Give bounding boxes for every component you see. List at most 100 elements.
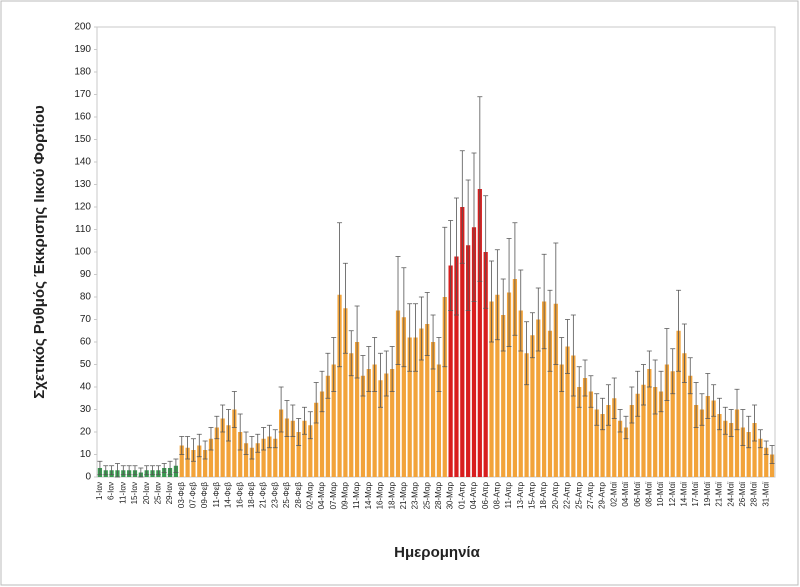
error-bar	[617, 409, 623, 433]
bar	[319, 391, 325, 477]
error-bar	[471, 152, 477, 302]
error-bar	[494, 249, 500, 341]
y-tick-label: 80	[80, 292, 92, 303]
x-tick-label: 23-Μαρ	[411, 482, 420, 510]
bar	[425, 324, 430, 477]
error-bar	[220, 404, 226, 433]
bar	[296, 432, 301, 477]
error-bar	[559, 337, 565, 392]
error-bar	[670, 348, 676, 395]
bar	[571, 355, 576, 477]
bar	[629, 405, 634, 477]
bar	[699, 409, 705, 477]
y-tick-label: 0	[85, 472, 91, 483]
bar	[734, 409, 740, 477]
error-bar	[266, 424, 272, 449]
bar	[185, 447, 190, 477]
y-tick-label: 100	[74, 247, 91, 258]
error-bar	[459, 150, 465, 264]
bar	[658, 391, 664, 477]
error-bar	[693, 382, 699, 428]
bar	[618, 420, 623, 477]
bar	[711, 400, 716, 477]
x-axis-title: Ημερομηνία	[394, 544, 480, 561]
error-bar	[208, 427, 214, 451]
x-tick-label: 22-Απρ	[563, 482, 572, 509]
x-tick-label: 23-Φεβ	[270, 482, 279, 509]
bar	[606, 405, 611, 477]
error-bar	[512, 222, 518, 336]
y-tick-label: 50	[80, 359, 92, 370]
error-bar	[763, 440, 769, 455]
y-tick-label: 160	[74, 112, 91, 123]
bar	[501, 315, 506, 477]
error-bar	[413, 303, 419, 372]
error-bar	[348, 330, 354, 377]
error-bar	[401, 267, 407, 368]
error-bar	[278, 386, 284, 433]
error-bar	[489, 260, 495, 343]
bar	[524, 353, 529, 477]
bar	[308, 425, 313, 477]
bar	[314, 402, 319, 477]
x-tick-label: 11-Φεβ	[212, 482, 221, 508]
bar	[466, 245, 471, 477]
bar	[220, 418, 225, 477]
y-tick-label: 170	[74, 89, 91, 100]
y-tick-label: 130	[74, 179, 91, 190]
x-tick-label: 06-Μαϊ	[633, 482, 642, 507]
error-bar	[430, 314, 436, 370]
x-tick-label: 28-Μαρ	[434, 482, 443, 510]
error-bar	[541, 253, 547, 350]
bar	[191, 450, 196, 477]
bar	[349, 353, 354, 477]
x-tick-label: 13-Απρ	[516, 482, 525, 509]
x-tick-label: 15-Ιαν	[130, 482, 139, 504]
y-tick-label: 150	[74, 134, 91, 145]
error-bar	[319, 370, 325, 413]
y-tick-label: 40	[80, 382, 92, 393]
bar	[495, 294, 500, 477]
y-tick-label: 110	[75, 224, 91, 235]
x-tick-label: 07-Φεβ	[189, 482, 198, 509]
x-tick-label: 17-Μαϊ	[691, 482, 700, 507]
error-bar	[646, 350, 652, 388]
y-tick-label: 70	[80, 314, 92, 325]
error-bar	[436, 337, 442, 392]
error-bar	[640, 364, 646, 406]
error-bar	[155, 465, 161, 476]
error-bar	[255, 433, 261, 453]
bar	[682, 353, 687, 477]
x-tick-label: 01-Απρ	[457, 482, 466, 509]
bar	[588, 391, 593, 477]
error-bar	[529, 312, 535, 359]
bar	[582, 378, 588, 477]
bar	[284, 418, 290, 477]
error-bar	[407, 303, 413, 372]
bar	[670, 371, 675, 477]
error-bar	[699, 393, 705, 426]
bar	[536, 319, 541, 477]
bar	[717, 414, 722, 477]
error-bar	[237, 413, 243, 451]
error-bar	[179, 436, 185, 455]
error-bar	[518, 269, 524, 352]
x-tick-label: 21-Φεβ	[259, 482, 268, 509]
bar	[208, 438, 214, 477]
x-tick-label: 14-Φεβ	[224, 482, 233, 509]
x-tick-label: 24-Μαϊ	[726, 482, 735, 507]
error-bar	[658, 370, 664, 413]
error-bar	[261, 427, 267, 451]
error-bar	[442, 226, 448, 368]
error-bar	[448, 220, 454, 311]
error-bar	[167, 460, 173, 476]
x-tick-label: 18-Μαρ	[387, 482, 396, 510]
bar	[261, 438, 266, 477]
x-tick-label: 1-Ιαν	[95, 482, 104, 500]
bar	[395, 310, 401, 477]
bar	[226, 425, 231, 477]
bar	[390, 369, 395, 477]
error-bar	[705, 373, 711, 419]
x-tick-label: 19-Μαϊ	[703, 482, 712, 507]
